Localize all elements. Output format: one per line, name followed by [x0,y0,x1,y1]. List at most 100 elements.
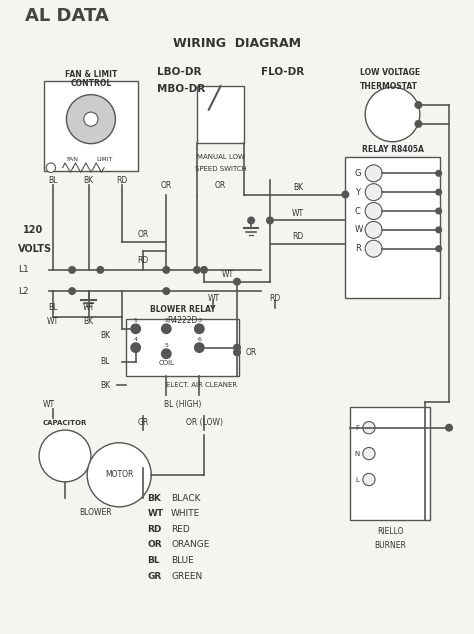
Text: ORANGE: ORANGE [171,541,210,550]
Circle shape [131,343,140,353]
Text: BLACK: BLACK [171,494,201,503]
Text: RED: RED [171,525,190,534]
Circle shape [162,324,171,333]
Circle shape [436,227,441,233]
Text: WT: WT [147,509,164,519]
Text: VOLTS: VOLTS [18,243,52,254]
Text: ELECT. AIR CLEANER: ELECT. AIR CLEANER [166,382,237,388]
Circle shape [363,448,375,460]
Text: WT: WT [221,270,234,279]
Text: R4222D: R4222D [168,316,198,325]
Text: BK: BK [100,332,110,340]
Circle shape [234,344,240,351]
Text: RD: RD [269,294,280,302]
Text: BK: BK [100,381,110,390]
Circle shape [248,217,255,224]
Circle shape [84,112,98,126]
Text: L1: L1 [18,266,28,275]
Text: 1: 1 [134,318,137,323]
Text: BLUE: BLUE [171,556,194,565]
Text: L: L [355,477,359,482]
Circle shape [163,266,170,273]
Circle shape [46,163,55,172]
Circle shape [234,349,240,356]
Circle shape [97,266,104,273]
Text: FLO-DR: FLO-DR [261,67,304,77]
Circle shape [87,443,151,507]
FancyBboxPatch shape [350,406,430,519]
Circle shape [436,208,441,214]
Text: RD: RD [147,525,162,534]
Text: WT: WT [47,317,59,327]
FancyBboxPatch shape [346,157,439,298]
Text: C: C [355,207,361,216]
Text: WT: WT [292,209,304,218]
Circle shape [195,343,204,353]
Text: L2: L2 [18,287,28,295]
Text: MANUAL LOW: MANUAL LOW [197,154,245,160]
Circle shape [365,165,382,182]
Text: BL: BL [100,357,110,366]
Text: LBO-DR: LBO-DR [157,67,201,77]
Text: WT: WT [208,294,219,302]
Text: W: W [355,225,363,235]
Circle shape [234,278,240,285]
Circle shape [69,288,75,294]
Text: GREEN: GREEN [171,572,202,581]
Circle shape [365,240,382,257]
Circle shape [436,171,441,176]
Circle shape [436,246,441,252]
Text: BLOWER: BLOWER [79,508,112,517]
Text: N: N [355,451,360,456]
Text: RELAY R8405A: RELAY R8405A [362,145,423,154]
Circle shape [365,184,382,200]
Text: WT: WT [82,303,95,312]
Text: COIL: COIL [158,360,174,366]
Text: SPEED SWITCH: SPEED SWITCH [194,165,246,172]
Text: 6: 6 [197,337,201,342]
Text: BLOWER RELAY: BLOWER RELAY [150,306,216,314]
Text: THERMOSTAT: THERMOSTAT [359,82,418,91]
Text: RIELLO: RIELLO [377,527,403,536]
Text: 2: 2 [164,318,168,323]
Text: G: G [355,169,361,178]
Text: CAPACITOR: CAPACITOR [43,420,87,426]
Text: BK: BK [83,317,94,327]
Text: 4: 4 [134,337,137,342]
Circle shape [363,422,375,434]
Text: F: F [355,425,359,430]
Text: OR: OR [161,181,172,190]
Circle shape [162,349,171,358]
Text: AL DATA: AL DATA [25,6,109,25]
Circle shape [195,324,204,333]
Text: RD: RD [116,176,127,185]
Circle shape [39,430,91,482]
Text: Y: Y [355,188,360,197]
Text: BL: BL [48,303,58,312]
Text: OR (LOW): OR (LOW) [185,418,222,427]
Text: BURNER: BURNER [374,541,406,550]
Text: RD: RD [137,256,148,265]
Circle shape [363,474,375,486]
Text: R: R [355,244,361,253]
Text: OR: OR [246,348,257,357]
Text: FAN: FAN [66,157,78,162]
Text: WT: WT [43,399,55,409]
Text: BL: BL [147,556,160,565]
Text: WHITE: WHITE [171,509,201,519]
Text: LOW VOLTAGE: LOW VOLTAGE [359,68,419,77]
Text: LIMIT: LIMIT [97,157,113,162]
Text: RD: RD [292,233,304,242]
FancyBboxPatch shape [44,82,138,171]
Circle shape [66,94,116,144]
Text: MOTOR: MOTOR [105,470,133,479]
Circle shape [163,288,170,294]
Text: GR: GR [137,418,148,427]
Circle shape [69,266,75,273]
Text: BK: BK [83,176,94,185]
Text: FAN & LIMIT: FAN & LIMIT [65,70,117,79]
Text: BK: BK [293,183,303,192]
Text: BL (HIGH): BL (HIGH) [164,399,201,409]
Text: WIRING  DIAGRAM: WIRING DIAGRAM [173,37,301,50]
Circle shape [436,190,441,195]
